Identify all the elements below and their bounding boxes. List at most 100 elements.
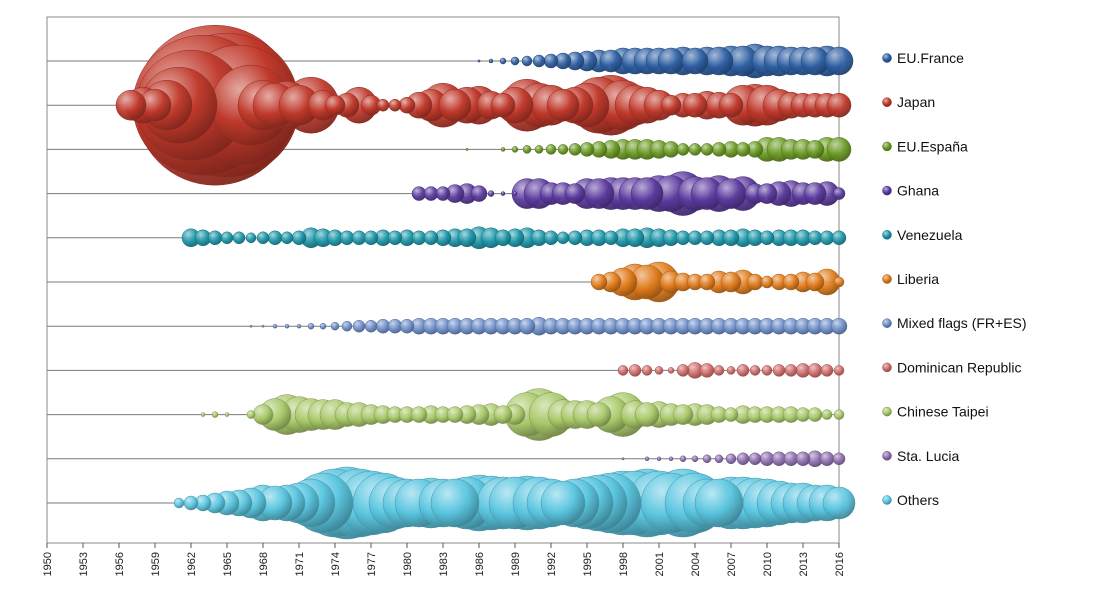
legend-marker [882, 230, 892, 240]
bubble-point [586, 402, 612, 427]
bubble-point [821, 409, 833, 420]
bubble-point [668, 456, 674, 462]
bubble-point [232, 231, 246, 245]
bubble-point [211, 411, 219, 418]
bubble-point [630, 177, 664, 210]
bubble-point [759, 230, 775, 246]
bubble-point [556, 231, 570, 245]
bubble-point [625, 228, 645, 248]
bubble-point [704, 46, 734, 76]
bubble-point [521, 55, 533, 67]
bubble-point [534, 145, 544, 154]
legend-label: EU.España [897, 138, 968, 154]
bubble-point [590, 273, 608, 291]
bubble-point [291, 230, 307, 246]
bubble-point [470, 185, 488, 202]
x-tick-label: 1977 [366, 552, 378, 576]
x-tick-label: 1971 [294, 552, 306, 576]
bubble-point [280, 231, 294, 245]
bubble-point [115, 89, 147, 121]
bubble-point [736, 452, 750, 466]
bubble-point [522, 145, 532, 154]
bubble-point [399, 318, 415, 334]
bubble-point [621, 457, 625, 461]
bubble-point [493, 405, 513, 424]
x-tick-label: 1980 [402, 552, 414, 576]
x-tick-label: 1953 [78, 552, 90, 576]
bubble-point [267, 230, 283, 246]
bubble-point [830, 317, 848, 335]
bubble-point [183, 495, 199, 511]
bubble-point [487, 190, 495, 197]
bubble-point [364, 319, 378, 333]
bubble-point [748, 452, 762, 466]
legend-marker [882, 53, 892, 63]
bubble-point [691, 455, 699, 463]
x-tick-label: 2016 [834, 552, 846, 576]
bubble-point [819, 451, 835, 467]
bubble-point [722, 229, 740, 247]
bubble-point [824, 46, 854, 76]
bubble-point [784, 364, 798, 377]
bubble-point [330, 321, 340, 331]
bubble-point [518, 317, 536, 335]
legend-label: Dominican Republic [897, 359, 1022, 375]
bubble-point [224, 412, 230, 417]
bubble-point [720, 271, 742, 293]
bubble-point [376, 98, 390, 112]
x-tick-label: 1983 [438, 552, 450, 576]
bubble-point [579, 142, 595, 157]
x-tick-label: 1950 [42, 552, 54, 576]
bubble-point [603, 230, 619, 246]
bubble-point [826, 137, 852, 162]
bubble-point [546, 88, 580, 122]
bubble-point [831, 230, 847, 246]
bubble-point [746, 273, 764, 291]
bubble-point [711, 142, 727, 157]
x-tick-label: 1965 [222, 552, 234, 576]
bubble-point [725, 453, 737, 465]
x-tick-label: 1962 [186, 552, 198, 576]
bubble-point [200, 412, 206, 417]
legend-marker [882, 451, 892, 461]
bubble-point [805, 272, 825, 292]
bubble-point [735, 142, 751, 157]
bubble-point [499, 57, 507, 65]
legend-marker [882, 141, 892, 152]
bubble-point [545, 144, 557, 155]
bubble-point [540, 480, 586, 526]
bubble-point [718, 92, 744, 118]
bubble-point [465, 147, 469, 151]
bubble-point [488, 58, 494, 64]
bubble-point [699, 363, 715, 378]
legend-label: Mixed flags (FR+ES) [897, 315, 1027, 331]
x-tick-label: 1968 [258, 552, 270, 576]
bubble-point [500, 191, 506, 196]
bubble-point [795, 451, 811, 467]
bubble-point [477, 59, 481, 63]
bubble-point [805, 140, 825, 159]
bubble-point [803, 182, 827, 205]
bubble-point [173, 497, 185, 509]
bubble-point [564, 183, 586, 204]
bubble-point [662, 141, 680, 158]
bubble-point [319, 322, 327, 330]
bubble-point [246, 410, 256, 419]
x-tick-label: 2001 [654, 552, 666, 576]
bubble-point [807, 407, 823, 422]
legend-label: EU.France [897, 50, 964, 66]
bubble-point [532, 54, 546, 68]
bubble-point [510, 56, 520, 66]
legend-marker [882, 495, 892, 505]
bubble-point [713, 365, 725, 376]
x-tick-label: 2010 [762, 552, 774, 576]
bubble-point [736, 364, 750, 377]
bubble-point [723, 407, 739, 422]
bubble-point [207, 230, 223, 246]
bubble-point [660, 94, 682, 116]
bubble-point [820, 364, 834, 377]
x-tick-label: 1998 [618, 552, 630, 576]
bubble-point [656, 456, 662, 462]
bubble-point [220, 231, 234, 245]
